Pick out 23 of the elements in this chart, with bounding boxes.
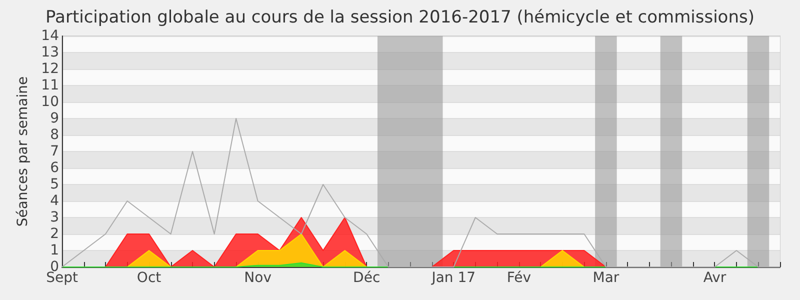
y-tick-label: 12	[41, 61, 59, 77]
y-tick-label: 13	[41, 44, 59, 60]
y-tick-label: 2	[50, 226, 59, 242]
y-tick-label: 4	[50, 193, 60, 209]
y-tick-label: 8	[50, 127, 59, 143]
y-tick-label: 1	[50, 242, 59, 258]
chart-title: Participation globale au cours de la session 2016-2017 (hémicycle et commissions)	[46, 8, 754, 28]
x-tick-label: Déc	[353, 270, 380, 286]
y-tick-label: 11	[41, 78, 59, 94]
x-tick-label: Oct	[136, 270, 162, 286]
y-tick-label: 14	[41, 28, 60, 44]
y-tick-label: 10	[41, 94, 59, 110]
y-tick-label: 5	[50, 176, 59, 192]
x-tick-label: Mar	[592, 270, 620, 286]
y-tick-label: 6	[50, 160, 60, 176]
y-tick-label: 3	[50, 210, 59, 226]
x-tick-label: Nov	[244, 270, 272, 286]
y-tick-label: 9	[50, 110, 59, 126]
x-tick-label: Avr	[703, 270, 726, 286]
x-tick-label: Fév	[506, 270, 532, 286]
y-tick-label: 7	[50, 144, 59, 160]
x-tick-label: Jan 17	[430, 270, 476, 286]
y-axis-title: Séances par semaine	[15, 76, 31, 227]
